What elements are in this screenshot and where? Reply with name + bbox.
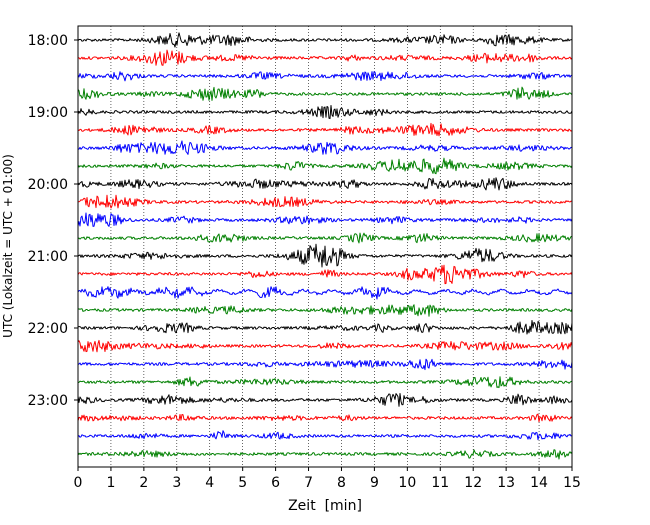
- x-tick-label: 10: [398, 475, 416, 491]
- y-axis: 18:00 19:00 20:00 21:00 22:00 23:00: [28, 33, 78, 409]
- x-axis: 0 1 2 3 4 5 6 7 8 9 10 11 12 13 14 15: [74, 467, 581, 491]
- seismogram-trace: [77, 32, 573, 48]
- x-tick-label: 0: [74, 475, 83, 491]
- x-tick-label: 9: [370, 475, 379, 491]
- x-tick-label: 1: [106, 475, 115, 491]
- x-tick-label: 4: [205, 475, 214, 491]
- seismogram-trace: [77, 140, 573, 155]
- x-tick-label: 12: [464, 475, 482, 491]
- seismogram-trace: [77, 157, 573, 175]
- seismogram-trace: [77, 86, 573, 101]
- x-tick-label: 7: [304, 475, 313, 491]
- seismogram-trace: [77, 122, 573, 137]
- seismogram-trace: [77, 413, 573, 423]
- y-tick-label: 20:00: [28, 177, 68, 193]
- seismogram-trace: [77, 393, 573, 407]
- x-tick-label: 15: [563, 475, 581, 491]
- x-axis-title: Zeit [min]: [288, 498, 362, 514]
- x-tick-label: 2: [139, 475, 148, 491]
- seismogram-trace: [77, 104, 573, 120]
- x-tick-label: 6: [271, 475, 280, 491]
- seismogram-trace: [77, 449, 573, 460]
- y-axis-title: UTC (Lokalzeit = UTC + 01:00): [1, 154, 15, 338]
- seismogram-trace: [77, 212, 573, 227]
- y-tick-label: 21:00: [28, 249, 68, 265]
- x-tick-label: 5: [238, 475, 247, 491]
- seismogram-trace: [77, 430, 573, 441]
- seismogram-trace: [77, 49, 573, 66]
- seismogram-trace: [77, 232, 573, 244]
- x-tick-label: 3: [172, 475, 181, 491]
- y-tick-label: 22:00: [28, 321, 68, 337]
- seismogram-trace: [77, 194, 573, 209]
- seismogram-trace: [77, 304, 573, 317]
- seismogram-trace: [77, 264, 573, 285]
- seismogram-trace: [77, 358, 573, 371]
- y-tick-label: 23:00: [28, 393, 68, 409]
- seismogram-trace: [77, 286, 573, 300]
- x-tick-label: 13: [497, 475, 515, 491]
- seismogram-trace: [77, 243, 573, 268]
- plot-frame: [77, 25, 573, 468]
- seismogram-trace: [77, 376, 573, 389]
- trace-layer: [77, 32, 573, 460]
- y-tick-label: 19:00: [28, 105, 68, 121]
- seismogram-trace: [77, 71, 573, 82]
- x-tick-label: 8: [337, 475, 346, 491]
- x-tick-label: 11: [431, 475, 449, 491]
- x-tick-label: 14: [530, 475, 548, 491]
- seismogram-trace: [77, 319, 573, 335]
- y-tick-label: 18:00: [28, 33, 68, 49]
- seismogram-trace: [77, 339, 573, 353]
- seismogram-trace: [77, 177, 573, 191]
